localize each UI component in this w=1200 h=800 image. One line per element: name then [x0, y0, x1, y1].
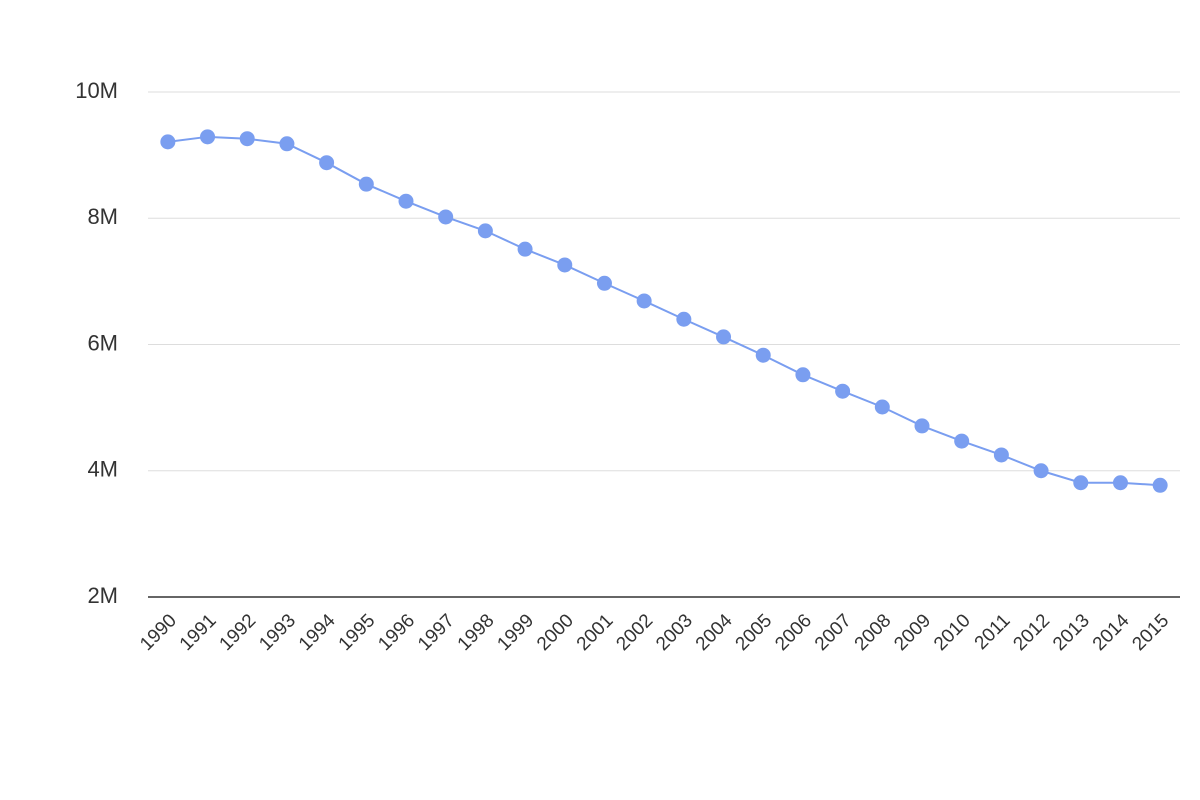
data-point	[993, 447, 1009, 463]
data-point	[239, 131, 255, 147]
x-tick-label: 2006	[771, 610, 816, 655]
x-tick-label: 1994	[295, 610, 340, 655]
data-point	[438, 209, 454, 225]
y-tick-label: 2M	[87, 583, 118, 608]
x-tick-label: 2005	[732, 610, 777, 655]
data-point	[279, 136, 295, 152]
data-point	[835, 383, 851, 399]
data-point	[716, 329, 732, 345]
y-tick-label: 8M	[87, 204, 118, 229]
y-tick-label: 6M	[87, 330, 118, 355]
data-point	[755, 347, 771, 363]
x-tick-label: 2003	[652, 610, 697, 655]
x-tick-label: 1991	[176, 610, 221, 655]
data-point	[1073, 475, 1089, 491]
x-tick-label: 2004	[692, 610, 737, 655]
data-point	[1112, 475, 1128, 491]
data-point	[160, 134, 176, 150]
data-point	[358, 176, 374, 192]
x-tick-label: 2009	[890, 610, 935, 655]
data-point	[596, 275, 612, 291]
data-point	[477, 223, 493, 239]
x-tick-label: 1996	[374, 610, 419, 655]
x-tick-label: 2015	[1128, 610, 1173, 655]
data-point	[319, 155, 335, 171]
data-point	[874, 399, 890, 415]
x-tick-label: 1992	[216, 610, 261, 655]
data-point	[676, 311, 692, 327]
x-tick-label: 1995	[335, 610, 380, 655]
x-tick-label: 2007	[811, 610, 856, 655]
data-point	[557, 257, 573, 273]
data-point	[636, 293, 652, 309]
data-point	[914, 418, 930, 434]
x-tick-label: 2010	[930, 610, 975, 655]
data-point	[517, 241, 533, 257]
x-tick-label: 1990	[136, 610, 181, 655]
x-tick-label: 2011	[971, 610, 1015, 654]
x-tick-label: 2008	[851, 610, 896, 655]
x-tick-label: 2001	[573, 610, 618, 655]
x-tick-label: 2000	[533, 610, 578, 655]
data-point	[1152, 477, 1168, 493]
data-point	[200, 129, 216, 145]
y-tick-label: 4M	[87, 457, 118, 482]
x-tick-label: 1997	[414, 610, 459, 655]
x-tick-label: 1998	[454, 610, 499, 655]
data-point	[795, 367, 811, 383]
data-point	[1033, 463, 1049, 479]
y-tick-label: 10M	[75, 78, 118, 103]
x-tick-label: 1999	[493, 610, 538, 655]
x-tick-label: 2014	[1089, 610, 1134, 655]
series-line	[167, 135, 1161, 487]
x-tick-label: 2002	[612, 610, 657, 655]
x-tick-label: 2012	[1009, 610, 1054, 655]
x-tick-label: 2013	[1049, 610, 1094, 655]
data-point	[954, 433, 970, 449]
x-tick-label: 1993	[255, 610, 300, 655]
data-point	[398, 193, 414, 209]
